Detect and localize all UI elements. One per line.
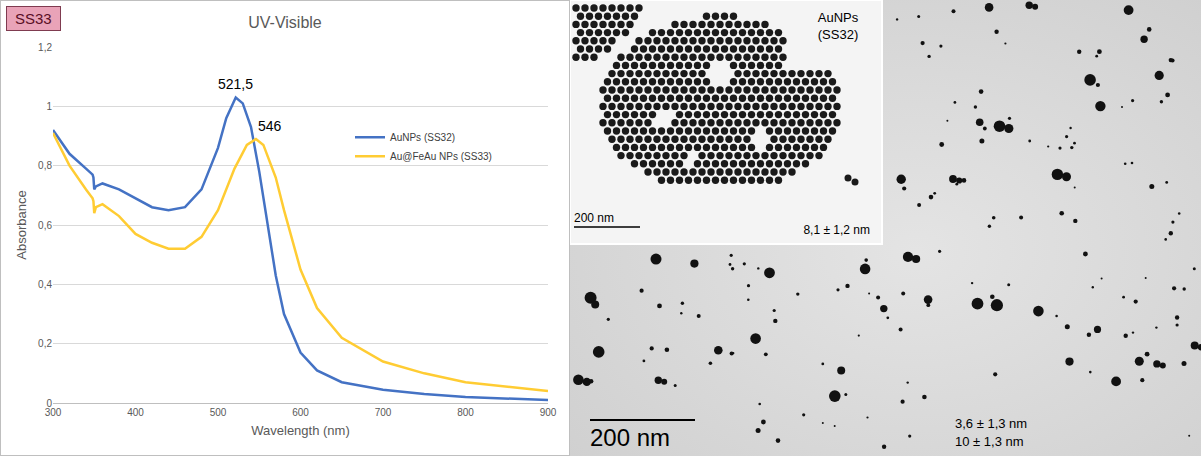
svg-text:200 nm: 200 nm — [590, 424, 670, 451]
svg-text:10 ± 1,3 nm: 10 ± 1,3 nm — [955, 434, 1024, 449]
svg-text:AuNPs: AuNPs — [818, 10, 859, 25]
svg-text:200 nm: 200 nm — [574, 211, 614, 225]
svg-text:AuNPs (SS32): AuNPs (SS32) — [390, 132, 455, 143]
html-text:SS33: SS33 — [15, 10, 52, 27]
svg-text:0,6: 0,6 — [38, 220, 52, 231]
svg-text:600: 600 — [292, 407, 309, 418]
svg-text:3,6 ± 1,3 nm: 3,6 ± 1,3 nm — [955, 416, 1027, 431]
svg-text:Au@FeAu NPs (SS33): Au@FeAu NPs (SS33) — [390, 151, 492, 162]
svg-text:Wavelength (nm): Wavelength (nm) — [251, 423, 350, 438]
svg-text:0,8: 0,8 — [38, 160, 52, 171]
svg-text:700: 700 — [375, 407, 392, 418]
svg-text:400: 400 — [127, 407, 144, 418]
svg-text:546: 546 — [258, 118, 282, 134]
svg-text:0,4: 0,4 — [38, 279, 52, 290]
svg-text:521,5: 521,5 — [218, 76, 253, 92]
svg-text:300: 300 — [45, 407, 62, 418]
svg-text:900: 900 — [540, 407, 557, 418]
svg-text:(SS32): (SS32) — [818, 27, 858, 42]
svg-text:800: 800 — [457, 407, 474, 418]
svg-text:1: 1 — [46, 101, 52, 112]
svg-text:1,2: 1,2 — [38, 42, 52, 53]
svg-text:0,2: 0,2 — [38, 338, 52, 349]
svg-text:UV-Visible: UV-Visible — [248, 14, 322, 31]
svg-text:8,1 ± 1,2 nm: 8,1 ± 1,2 nm — [803, 223, 870, 237]
svg-text:500: 500 — [210, 407, 227, 418]
svg-text:Absorbance: Absorbance — [14, 190, 29, 259]
svg-text:0: 0 — [46, 398, 52, 409]
